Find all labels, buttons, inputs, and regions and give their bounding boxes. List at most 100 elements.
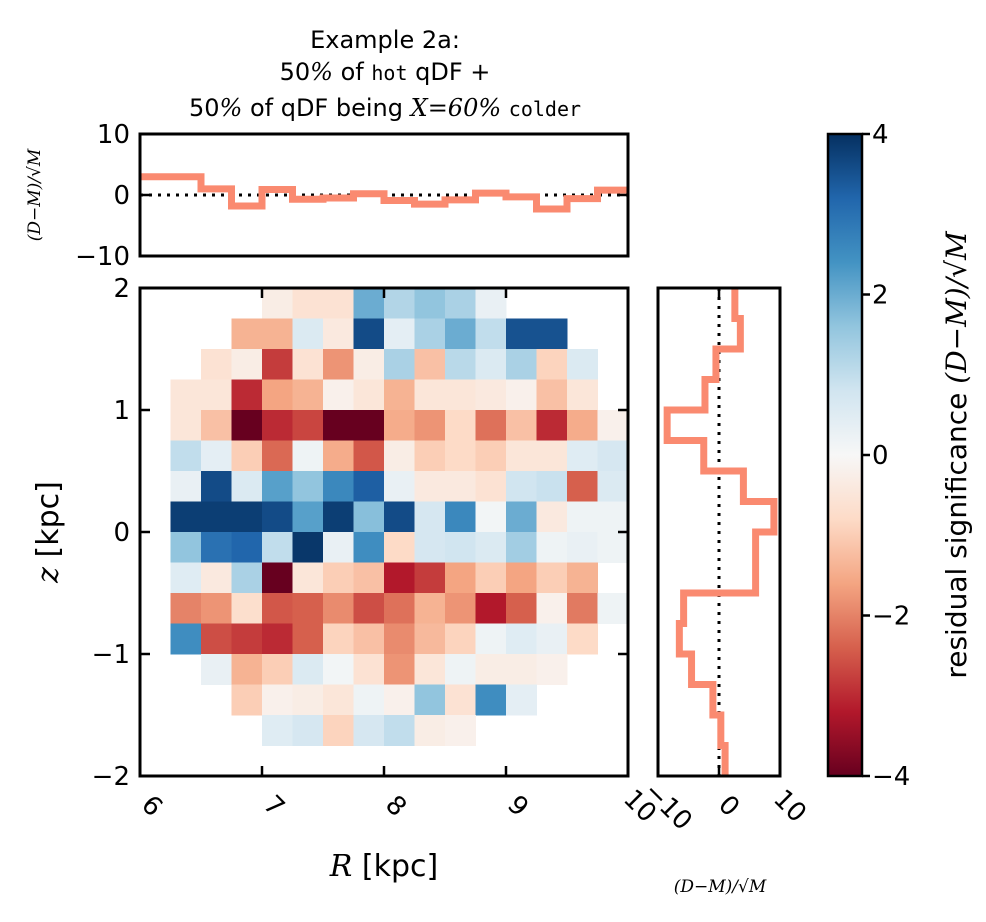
heatmap-cell	[353, 440, 385, 472]
heatmap-cell	[292, 288, 324, 319]
heatmap-cell	[353, 379, 385, 411]
heatmap-cell	[353, 318, 385, 350]
heatmap-cell	[262, 684, 293, 716]
heatmap-cell	[292, 410, 324, 441]
heatmap-cell	[262, 501, 293, 533]
heatmap-cell	[262, 288, 293, 319]
heatmap-cell	[292, 532, 324, 563]
title-line-3: 50% of qDF being X=60% colder	[189, 94, 581, 122]
heatmap-cell	[414, 379, 446, 411]
heatmap-cell	[353, 349, 385, 380]
heatmap-cell	[353, 623, 385, 655]
heatmap-cell	[292, 654, 324, 685]
heatmap-cell	[536, 562, 568, 594]
heatmap-cell	[506, 623, 537, 655]
right-tick-label: −10	[638, 776, 698, 836]
colorbar: 4 2 0 −2 −4 residual significance (D−M)/√M	[826, 120, 973, 792]
heatmap-cell	[231, 410, 263, 441]
heatmap-cell	[384, 410, 415, 441]
heatmap-cell	[506, 501, 537, 533]
heatmap-cell	[323, 623, 354, 655]
heatmap-cell	[262, 654, 293, 685]
top-residual-step-line	[140, 173, 628, 213]
heatmap-cell	[262, 379, 293, 411]
heatmap-cell	[231, 349, 263, 380]
heatmap-cell	[384, 501, 415, 533]
heatmap-cell	[262, 471, 293, 502]
heatmap-cell	[597, 471, 629, 502]
heatmap-cell	[170, 379, 202, 411]
heatmap-cell	[567, 471, 598, 502]
heatmap-cell	[414, 410, 446, 441]
x-tick-label: 9	[501, 790, 534, 823]
heatmap-cell	[384, 471, 415, 502]
heatmap-cell	[567, 623, 598, 655]
heatmap-cell	[170, 623, 202, 655]
heatmap-cell	[201, 379, 232, 411]
heatmap-cell	[353, 410, 385, 441]
heatmap-cell	[384, 562, 415, 594]
heatmap-cell	[323, 349, 354, 380]
heatmap-cell	[567, 501, 598, 533]
heatmap-cell	[445, 593, 476, 624]
heatmap-cell	[262, 623, 293, 655]
heatmap-cell	[414, 654, 446, 685]
heatmap-cell	[201, 593, 232, 624]
heatmap-cell	[414, 440, 446, 472]
y-tick-label: −1	[92, 640, 130, 670]
heatmap-cell	[170, 593, 202, 624]
heatmap-cell	[506, 318, 537, 350]
heatmap-cell	[262, 440, 293, 472]
heatmap-cell	[384, 654, 415, 685]
heatmap-cell	[353, 288, 385, 319]
x-axis-label: R [kpc]	[329, 849, 438, 884]
heatmap-cell	[323, 654, 354, 685]
heatmap-cell	[353, 593, 385, 624]
heatmap-cells	[170, 288, 629, 746]
heatmap-cell	[201, 623, 232, 655]
heatmap-cell	[201, 410, 232, 441]
heatmap-cell	[201, 501, 232, 533]
top-y-ticks: 10 0 −10	[75, 120, 628, 272]
colorbar-ticks: 4 2 0 −2 −4	[862, 120, 910, 792]
heatmap-cell	[445, 532, 476, 563]
heatmap-cell	[445, 562, 476, 594]
figure-title: Example 2a: 50% of hot qDF + 50% of qDF …	[189, 26, 581, 122]
x-tick-label: 8	[379, 790, 412, 823]
heatmap-cell	[445, 654, 476, 685]
heatmap-cell	[292, 684, 324, 716]
heatmap-cell	[353, 715, 385, 746]
heatmap-cell	[323, 440, 354, 472]
heatmap-cell	[506, 410, 537, 441]
heatmap-cell	[597, 532, 629, 563]
top-tick-label: −10	[75, 242, 130, 272]
heatmap-cell	[384, 318, 415, 350]
heatmap-cell	[201, 471, 232, 502]
colorbar-gradient	[828, 134, 862, 776]
heatmap-cell	[201, 562, 232, 594]
heatmap-cell	[231, 318, 263, 350]
heatmap-cell	[384, 349, 415, 380]
heatmap-cell	[292, 501, 324, 533]
heatmap-cell	[323, 379, 354, 411]
heatmap-cell	[475, 654, 507, 685]
heatmap-cell	[414, 562, 446, 594]
heatmap-cell	[384, 684, 415, 716]
heatmap-cell	[567, 349, 598, 380]
heatmap-cell	[323, 410, 354, 441]
heatmap-cell	[170, 562, 202, 594]
heatmap-cell	[323, 318, 354, 350]
heatmap-cell	[384, 379, 415, 411]
heatmap-cell	[292, 349, 324, 380]
heatmap-cell	[475, 501, 507, 533]
heatmap-cell	[201, 654, 232, 685]
heatmap-cell	[292, 593, 324, 624]
heatmap-cell	[414, 471, 446, 502]
heatmap-cell	[536, 623, 568, 655]
heatmap-cell	[323, 471, 354, 502]
heatmap-cell	[475, 623, 507, 655]
heatmap-cell	[170, 501, 202, 533]
heatmap-cell	[597, 440, 629, 472]
